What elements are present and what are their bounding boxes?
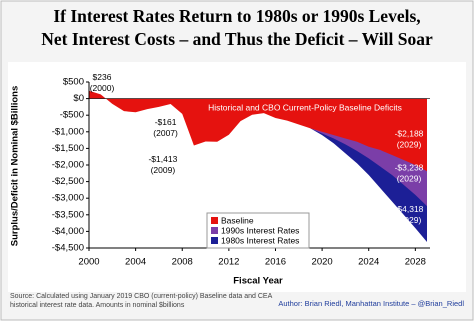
value-label-year: (2029) <box>397 215 422 225</box>
legend-label: 1980s Interest Rates <box>221 235 299 245</box>
area-annotation: Historical and CBO Current-Policy Baseli… <box>208 102 402 112</box>
chart-title: If Interest Rates Return to 1980s or 199… <box>53 6 420 26</box>
value-label: -$3,238 <box>395 162 424 172</box>
value-label-year: (2029) <box>397 173 422 183</box>
area <box>89 90 427 172</box>
x-tick-label: 2024 <box>358 257 379 268</box>
legend-box <box>206 212 310 249</box>
value-label-year: (2000) <box>90 83 115 93</box>
y-tick-label: -$500 <box>60 110 84 121</box>
legend-swatch <box>211 227 218 234</box>
source-box: Source: Calculated using January 2019 CB… <box>10 293 272 309</box>
y-tick-label: -$2,000 <box>52 160 84 171</box>
source-note: Source: Calculated using January 2019 CB… <box>10 293 272 309</box>
legend-swatch <box>211 217 218 224</box>
value-label: -$1,413 <box>148 154 177 164</box>
y-tick-label: -$3,500 <box>52 209 84 220</box>
legend-label: 1990s Interest Rates <box>221 225 299 235</box>
legend-swatch <box>211 237 218 244</box>
y-tick-label: -$2,500 <box>52 176 84 187</box>
y-tick-label: $0 <box>73 93 84 104</box>
chart-subtitle: Net Interest Costs – and Thus the Defici… <box>41 29 433 49</box>
value-label: $236 <box>93 72 112 82</box>
y-tick-label: -$4,500 <box>52 243 84 254</box>
x-tick-label: 2020 <box>312 257 333 268</box>
x-tick-label: 2000 <box>78 257 99 268</box>
y-tick-label: -$3,000 <box>52 193 84 204</box>
x-tick-label: 2016 <box>265 257 286 268</box>
legend-label: Baseline <box>221 215 254 225</box>
y-tick-label: $500 <box>63 77 84 88</box>
y-tick-label: -$1,000 <box>52 126 84 137</box>
value-label: -$2,188 <box>395 128 424 138</box>
value-label: -$4,318 <box>395 204 424 214</box>
value-label-year: (2007) <box>153 128 178 138</box>
y-axis-label: Surplus/Deficit in Nominal $Billions <box>10 86 21 246</box>
author-credit: Author: Brian Riedl, Manhattan Institute… <box>278 299 464 308</box>
value-label-year: (2009) <box>151 165 176 175</box>
x-axis-label: Fiscal Year <box>233 276 283 287</box>
y-tick-label: -$1,500 <box>52 143 84 154</box>
x-tick-label: 2028 <box>405 257 426 268</box>
x-tick-label: 2008 <box>172 257 193 268</box>
value-label-year: (2029) <box>397 139 422 149</box>
x-tick-label: 2004 <box>125 257 146 268</box>
x-tick-label: 2012 <box>218 257 239 268</box>
value-label: -$161 <box>155 117 177 127</box>
y-tick-label: -$4,000 <box>52 226 84 237</box>
